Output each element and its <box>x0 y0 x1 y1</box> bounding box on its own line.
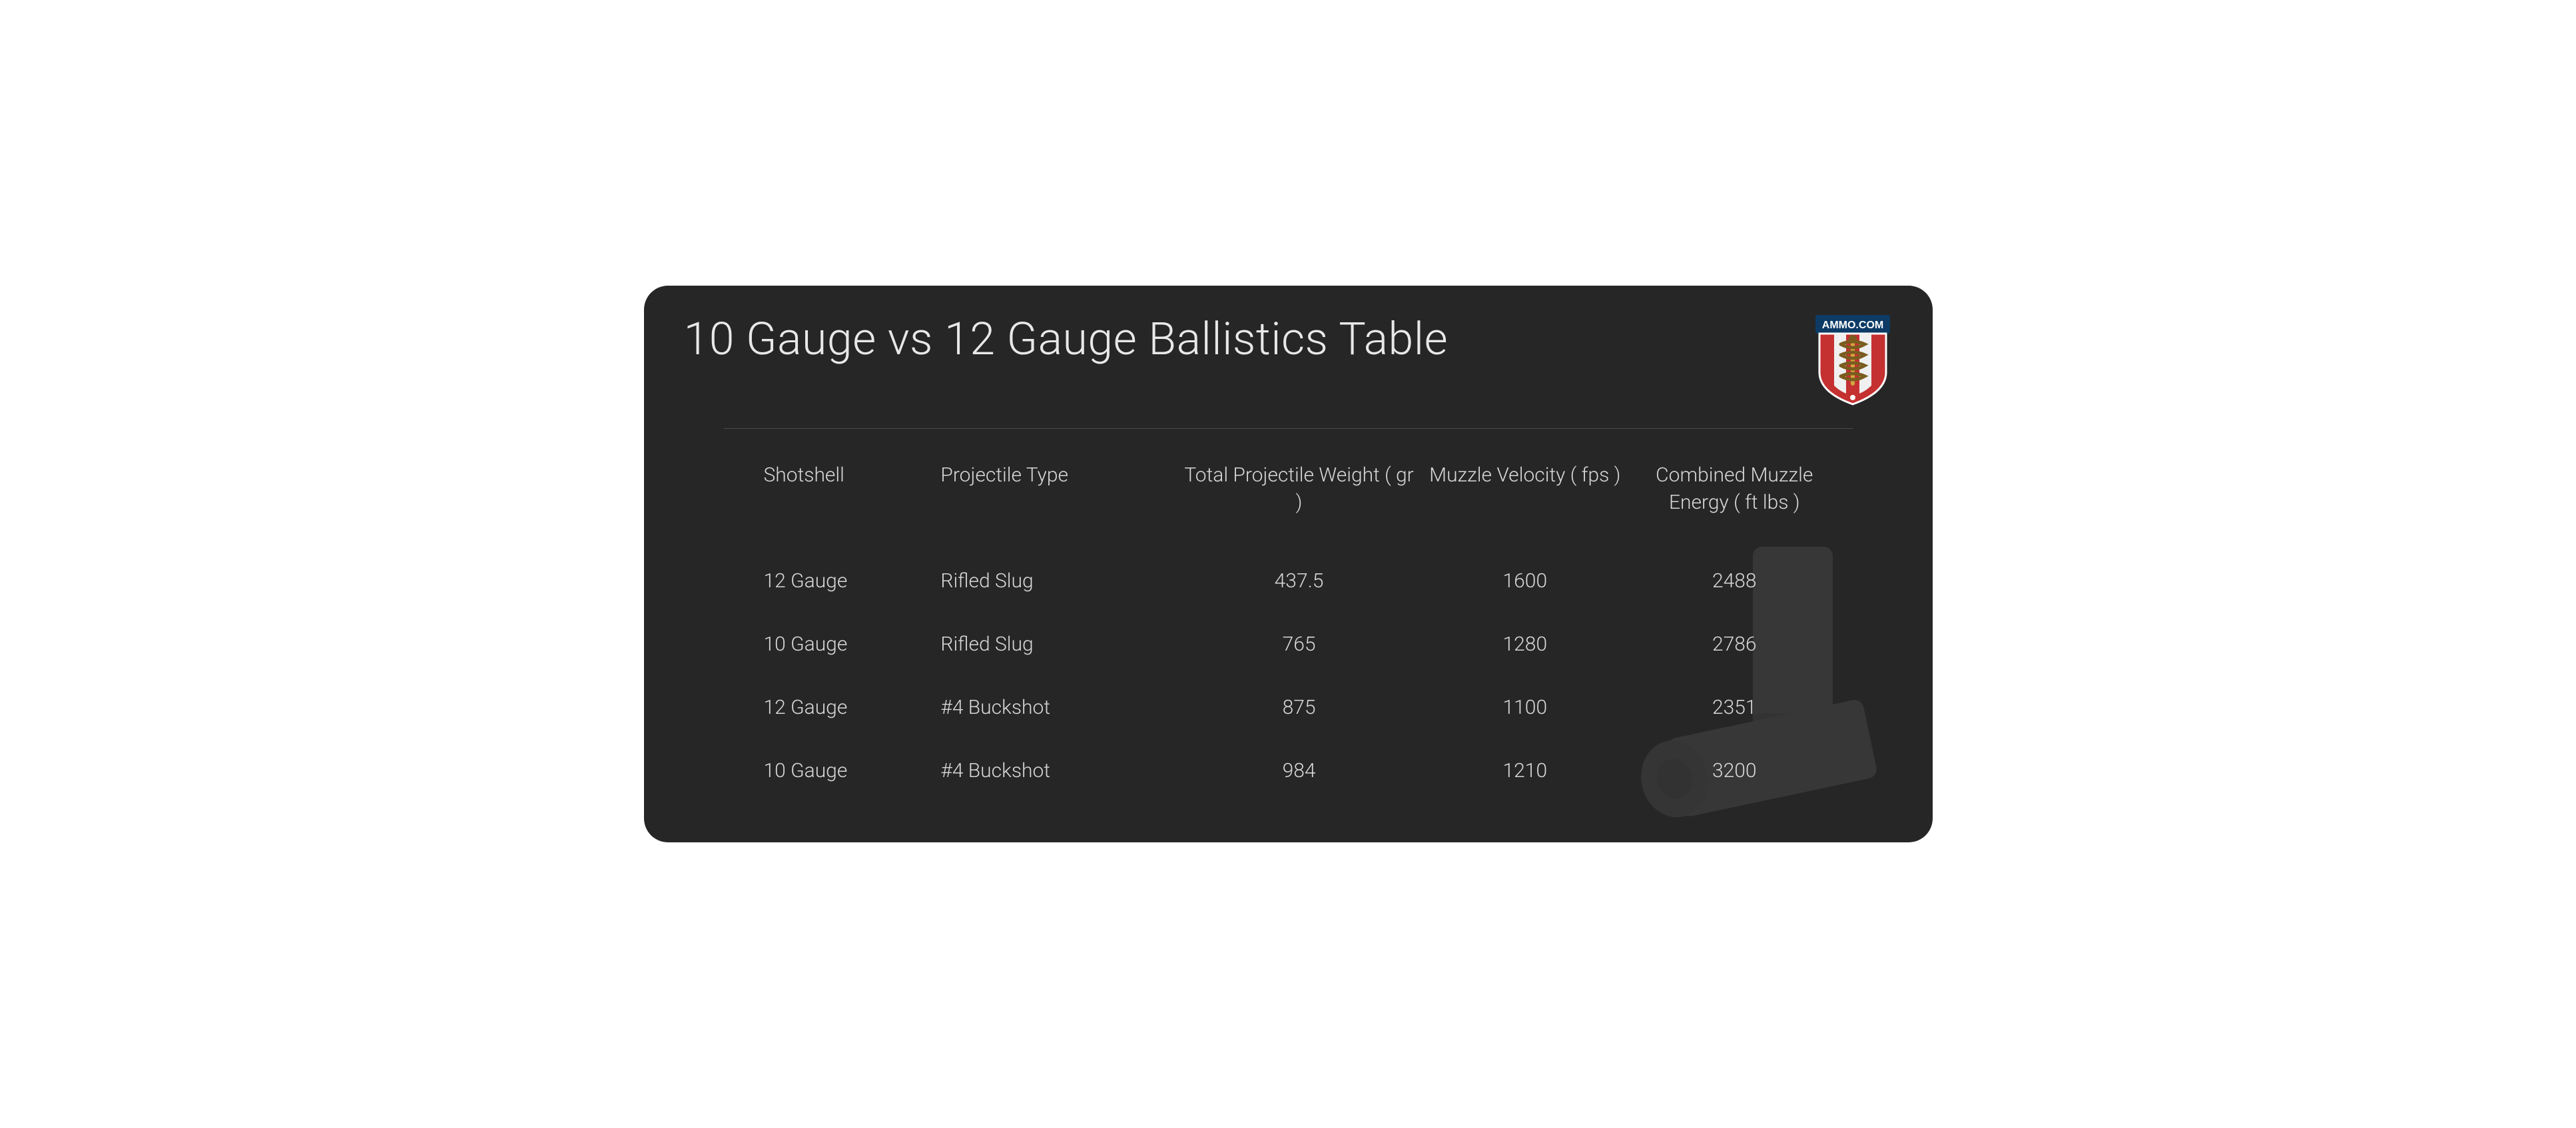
col-shotshell: Shotshell <box>737 455 936 549</box>
cell-shotshell: 12 Gauge <box>737 676 936 739</box>
cell-velocity: 1600 <box>1421 549 1630 613</box>
cell-velocity: 1280 <box>1421 613 1630 676</box>
table-row: 10 Gauge Rifled Slug 765 1280 2786 <box>737 613 1839 676</box>
cell-weight: 437.5 <box>1177 549 1420 613</box>
cell-shotshell: 12 Gauge <box>737 549 936 613</box>
brand-logo: AMMO.COM <box>1813 312 1893 408</box>
cell-energy: 3200 <box>1630 739 1839 802</box>
logo-banner-text: AMMO.COM <box>1821 320 1883 331</box>
table-row: 12 Gauge #4 Buckshot 875 1100 2351 <box>737 676 1839 739</box>
ballistics-table: Shotshell Projectile Type Total Projecti… <box>737 455 1839 802</box>
header-divider <box>724 428 1853 429</box>
cell-shotshell: 10 Gauge <box>737 613 936 676</box>
cell-projectile: #4 Buckshot <box>935 676 1177 739</box>
col-velocity: Muzzle Velocity ( fps ) <box>1421 455 1630 549</box>
page-title: 10 Gauge vs 12 Gauge Ballistics Table <box>684 312 1449 366</box>
table-row: 10 Gauge #4 Buckshot 984 1210 3200 <box>737 739 1839 802</box>
cell-energy: 2786 <box>1630 613 1839 676</box>
table-wrap: Shotshell Projectile Type Total Projecti… <box>684 455 1893 802</box>
col-projectile: Projectile Type <box>935 455 1177 549</box>
cell-energy: 2351 <box>1630 676 1839 739</box>
cell-weight: 875 <box>1177 676 1420 739</box>
cell-weight: 765 <box>1177 613 1420 676</box>
cell-shotshell: 10 Gauge <box>737 739 936 802</box>
cell-velocity: 1210 <box>1421 739 1630 802</box>
cell-weight: 984 <box>1177 739 1420 802</box>
col-weight: Total Projectile Weight ( gr ) <box>1177 455 1420 549</box>
cell-projectile: #4 Buckshot <box>935 739 1177 802</box>
cell-projectile: Rifled Slug <box>935 613 1177 676</box>
table-row: 12 Gauge Rifled Slug 437.5 1600 2488 <box>737 549 1839 613</box>
table-header-row: Shotshell Projectile Type Total Projecti… <box>737 455 1839 549</box>
cell-energy: 2488 <box>1630 549 1839 613</box>
col-energy: Combined Muzzle Energy ( ft lbs ) <box>1630 455 1839 549</box>
ballistics-card: 10 Gauge vs 12 Gauge Ballistics Table AM… <box>644 286 1933 842</box>
cell-projectile: Rifled Slug <box>935 549 1177 613</box>
header-row: 10 Gauge vs 12 Gauge Ballistics Table AM… <box>684 312 1893 428</box>
cell-velocity: 1100 <box>1421 676 1630 739</box>
